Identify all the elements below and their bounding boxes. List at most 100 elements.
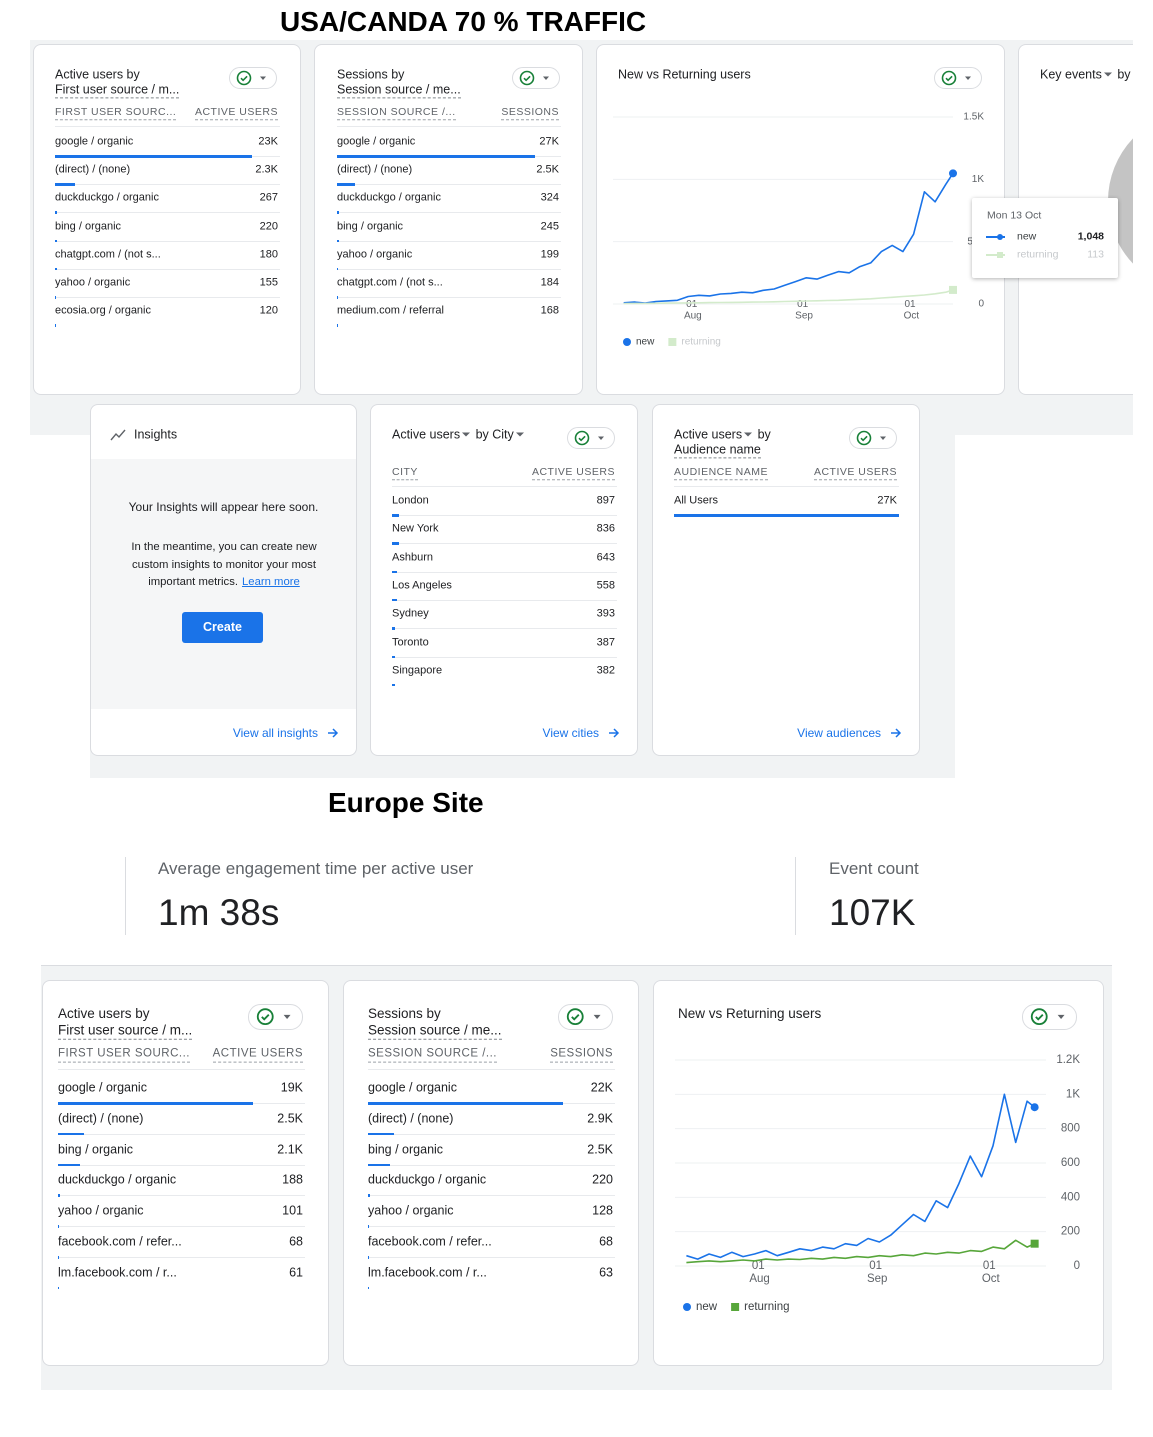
row-value: 643 xyxy=(596,551,615,563)
footer-link[interactable]: View cities xyxy=(543,726,620,740)
create-button[interactable]: Create xyxy=(182,612,263,643)
donut-ring xyxy=(1108,138,1133,264)
column-header: ACTIVE USERS xyxy=(531,466,615,480)
row-label: All Users xyxy=(674,494,719,507)
card-title: Sessions by xyxy=(368,1006,441,1022)
footer-link[interactable]: View all insights xyxy=(233,726,339,740)
comparison-pill[interactable] xyxy=(1021,1004,1077,1030)
legend-marker xyxy=(731,1303,740,1311)
pill-icons xyxy=(856,430,886,446)
comparison-pill[interactable] xyxy=(512,67,560,89)
link-text[interactable]: View all insights xyxy=(232,726,318,740)
card-subtitle: First user source / m... xyxy=(55,82,180,99)
row-label: bing / organic xyxy=(55,220,122,232)
row-divider xyxy=(337,268,561,270)
check-mark xyxy=(240,75,248,82)
metric-value: 107K xyxy=(829,891,916,933)
series-line xyxy=(686,1093,1036,1260)
y-tick-label: 600 xyxy=(1061,1157,1080,1169)
row-bar xyxy=(392,655,396,658)
tooltip-date: Mon 13 Oct xyxy=(987,209,1042,222)
row-bar xyxy=(55,211,58,214)
comparison-pill[interactable] xyxy=(567,427,615,449)
row-bar xyxy=(392,542,399,545)
link-text[interactable]: View cities xyxy=(542,726,599,740)
y-tick-label: 1.2K xyxy=(1056,1054,1080,1066)
card-title: Key events by xyxy=(1040,68,1131,83)
table-card: Active users by Audience name AUDIENCE NAM… xyxy=(652,404,920,756)
chart-tooltip: Mon 13 Oct new 1,048 returning 113 xyxy=(972,198,1118,278)
link-text[interactable]: View audiences xyxy=(797,726,881,740)
x-tick-label: 01 Oct xyxy=(979,1260,1001,1285)
dropdown-caret[interactable] xyxy=(515,432,524,437)
row-label: Toronto xyxy=(392,635,429,648)
series-line xyxy=(623,172,954,304)
row-value: 2.5K xyxy=(587,1142,613,1157)
row-bar xyxy=(392,598,397,602)
y-tick-label: 1.5K xyxy=(963,112,984,123)
row-divider xyxy=(58,1164,305,1166)
footer-link[interactable]: View audiences xyxy=(797,726,902,740)
legend-marker xyxy=(623,338,631,346)
metric-label: Event count xyxy=(829,858,919,878)
row-bar xyxy=(368,1163,391,1167)
row-label: (direct) / (none) xyxy=(368,1111,454,1126)
header-divider xyxy=(55,126,280,127)
row-value: 19K xyxy=(280,1080,303,1095)
row-label: google / organic xyxy=(58,1080,147,1095)
row-value: 101 xyxy=(282,1203,303,1218)
metric-label: Average engagement time per active user xyxy=(158,858,474,878)
insights-body xyxy=(91,459,356,709)
dropdown-caret[interactable] xyxy=(744,432,753,437)
check-circle xyxy=(256,1008,274,1026)
row-value: 220 xyxy=(592,1172,613,1187)
row-divider xyxy=(392,515,617,516)
column-header: ACTIVE USERS xyxy=(212,1048,303,1063)
row-divider xyxy=(58,1133,305,1135)
row-value: 180 xyxy=(259,248,278,261)
legend-label: returning xyxy=(681,337,720,348)
arrow xyxy=(609,728,620,738)
comparison-pill[interactable] xyxy=(247,1004,303,1030)
comparison-pill[interactable] xyxy=(849,427,897,449)
insights-headline: Your Insights will appear here soon. xyxy=(128,500,319,514)
row-label: New York xyxy=(392,522,439,535)
y-tick-label: 0 xyxy=(978,299,984,310)
row-bar xyxy=(392,514,400,517)
dropdown-caret[interactable] xyxy=(1103,72,1112,77)
learn-more-link[interactable]: Learn more xyxy=(242,576,300,589)
row-value: 382 xyxy=(596,664,615,677)
legend-label: new xyxy=(696,1301,718,1313)
row-label: medium.com / referral xyxy=(337,304,444,317)
legend-marker xyxy=(668,338,677,346)
check-circle xyxy=(856,430,872,446)
line-chart: 0 200 400 600 800 1K 1.2K 01 Aug 01 Sep 01 Oct new… xyxy=(675,1054,1080,1313)
row-divider xyxy=(392,599,617,601)
row-value: 27K xyxy=(539,135,559,148)
comparison-pill[interactable] xyxy=(557,1004,613,1030)
row-label: Ashburn xyxy=(392,551,433,563)
comparison-pill[interactable] xyxy=(229,67,277,89)
y-tick-label: 0 xyxy=(1074,1260,1080,1272)
table-card: Sessions by Session source / me... SESSION… xyxy=(314,44,583,395)
row-label: (direct) / (none) xyxy=(55,163,131,176)
title-text: by City xyxy=(475,427,514,442)
pill-icons xyxy=(941,70,971,86)
card-subtitle: Session source / me... xyxy=(368,1023,502,1040)
row-divider xyxy=(337,240,561,242)
row-label: duckduckgo / organic xyxy=(368,1172,487,1187)
row-divider xyxy=(368,1257,615,1258)
title-text: Sessions by xyxy=(337,67,405,82)
card-title: Active users by xyxy=(58,1006,150,1022)
y-tick-label: 1K xyxy=(1066,1088,1080,1100)
chart-card: New vs Returning users 0 200 400 600 800 1K 1.2… xyxy=(653,980,1104,1366)
row-bar xyxy=(58,1102,254,1105)
dropdown-caret[interactable] xyxy=(462,432,471,437)
row-bar xyxy=(58,1225,60,1228)
row-value: 68 xyxy=(289,1234,303,1249)
row-bar xyxy=(392,627,396,630)
row-bar xyxy=(55,183,75,186)
metric-value: 1m 38s xyxy=(158,891,280,933)
x-tick-label: 01 Aug xyxy=(682,299,702,322)
comparison-pill[interactable] xyxy=(934,67,982,89)
